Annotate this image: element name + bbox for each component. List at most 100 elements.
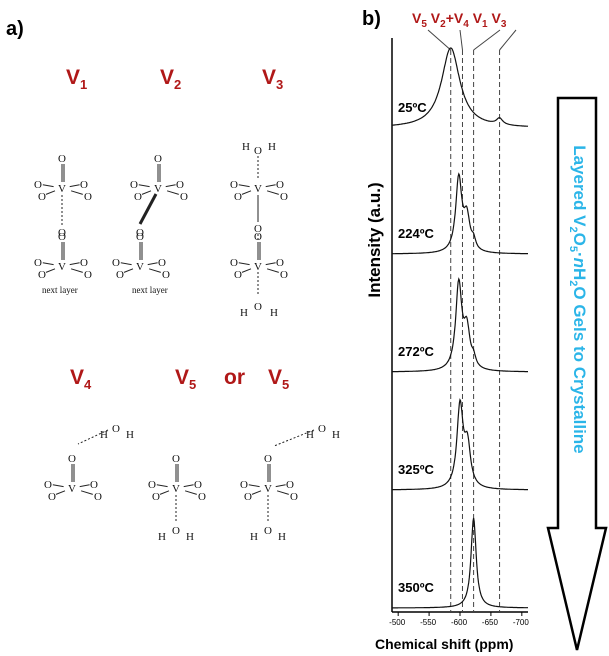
atom-label: H [126, 429, 134, 441]
bond [70, 268, 83, 273]
bond [45, 268, 56, 273]
bond [69, 262, 80, 266]
spectrum-line [392, 277, 528, 373]
atom-label: O [280, 269, 288, 281]
bond [265, 184, 276, 188]
atom-label: O [180, 191, 188, 203]
atom-label: O [136, 231, 144, 243]
bond [123, 268, 134, 273]
bond [238, 184, 250, 188]
bond [183, 484, 194, 488]
atom-label: O [136, 227, 144, 239]
bond [45, 190, 56, 195]
x-tick-label: -600 [451, 618, 468, 627]
x-axis-title: Chemical shift (ppm) [375, 636, 514, 652]
atom-label: H [306, 429, 314, 441]
bond [166, 190, 179, 195]
bond [138, 184, 150, 188]
series-label: 350ºC [398, 580, 434, 595]
atom-label: O [276, 257, 284, 269]
reference-leader [473, 29, 501, 51]
bond [55, 490, 66, 495]
bond [273, 429, 315, 447]
bond [147, 262, 158, 266]
bond [266, 268, 279, 273]
atom-label: O [58, 153, 66, 165]
atom-label: O [84, 191, 92, 203]
spectrum-line [392, 47, 529, 127]
atom-label: O [194, 479, 202, 491]
x-tick-label: -650 [481, 618, 498, 627]
atom-label: O [254, 301, 262, 313]
bond [241, 190, 252, 195]
bond [156, 484, 168, 488]
series-label: 25ºC [398, 100, 427, 115]
atom-label: O [152, 491, 160, 503]
x-tick-label: -700 [512, 618, 529, 627]
bond [275, 484, 286, 488]
atom-label: O [286, 479, 294, 491]
atom-label: V [58, 183, 66, 195]
atom-label: V [58, 261, 66, 273]
atom-label: V [172, 483, 180, 495]
atom-label: O [116, 269, 124, 281]
bond [238, 262, 250, 266]
spectrum-line [392, 398, 528, 491]
atom-label: V [254, 183, 262, 195]
atom-label: H [278, 531, 286, 543]
panel-a-label: a) [6, 18, 24, 40]
bond [79, 484, 90, 488]
atom-label: O [234, 191, 242, 203]
atom-label: O [234, 269, 242, 281]
atom-label: O [80, 257, 88, 269]
atom-label: O [318, 423, 326, 435]
atom-label: O [240, 479, 248, 491]
bond [251, 490, 262, 495]
atom-label: O [172, 525, 180, 537]
reference-leader [459, 29, 463, 51]
or-text: or [224, 366, 245, 389]
atom-label: O [254, 231, 262, 243]
atom-label: O [80, 179, 88, 191]
atom-label: H [158, 531, 166, 543]
atom-label: O [176, 179, 184, 191]
atom-label: O [254, 223, 262, 235]
atom-label: O [48, 491, 56, 503]
site-label-v5-a: V5 [175, 366, 197, 393]
atom-label: O [90, 479, 98, 491]
site-label-v3: V3 [262, 66, 284, 93]
atom-label: O [68, 453, 76, 465]
atom-label: O [244, 491, 252, 503]
bond [141, 190, 152, 195]
reference-leader [427, 29, 452, 51]
atom-label: O [34, 257, 42, 269]
atom-label: O [148, 479, 156, 491]
site-label-v5-b: V5 [268, 366, 290, 393]
bond [265, 262, 276, 266]
atom-label: O [158, 257, 166, 269]
atom-label: V [154, 183, 162, 195]
site-label-v4: V4 [70, 366, 92, 393]
atom-label: O [94, 491, 102, 503]
atom-label: O [230, 179, 238, 191]
bond [120, 262, 132, 266]
spectrum-line [392, 172, 528, 255]
bond [159, 490, 170, 495]
atom-label: O [162, 269, 170, 281]
atom-label: O [172, 453, 180, 465]
atom-label: H [332, 429, 340, 441]
atom-label: O [44, 479, 52, 491]
vertical-title: Layered V2O5·nH2O Gels to Crystalline [566, 145, 590, 454]
atom-label: V [254, 261, 262, 273]
atom-label: V [68, 483, 76, 495]
atom-label: O [290, 491, 298, 503]
atom-label: O [230, 257, 238, 269]
atom-label: O [134, 191, 142, 203]
atom-label: O [34, 179, 42, 191]
series-label: 272ºC [398, 344, 434, 359]
atom-label: O [112, 257, 120, 269]
bond [70, 190, 83, 195]
atom-label: H [270, 307, 278, 319]
atom-label: O [198, 491, 206, 503]
